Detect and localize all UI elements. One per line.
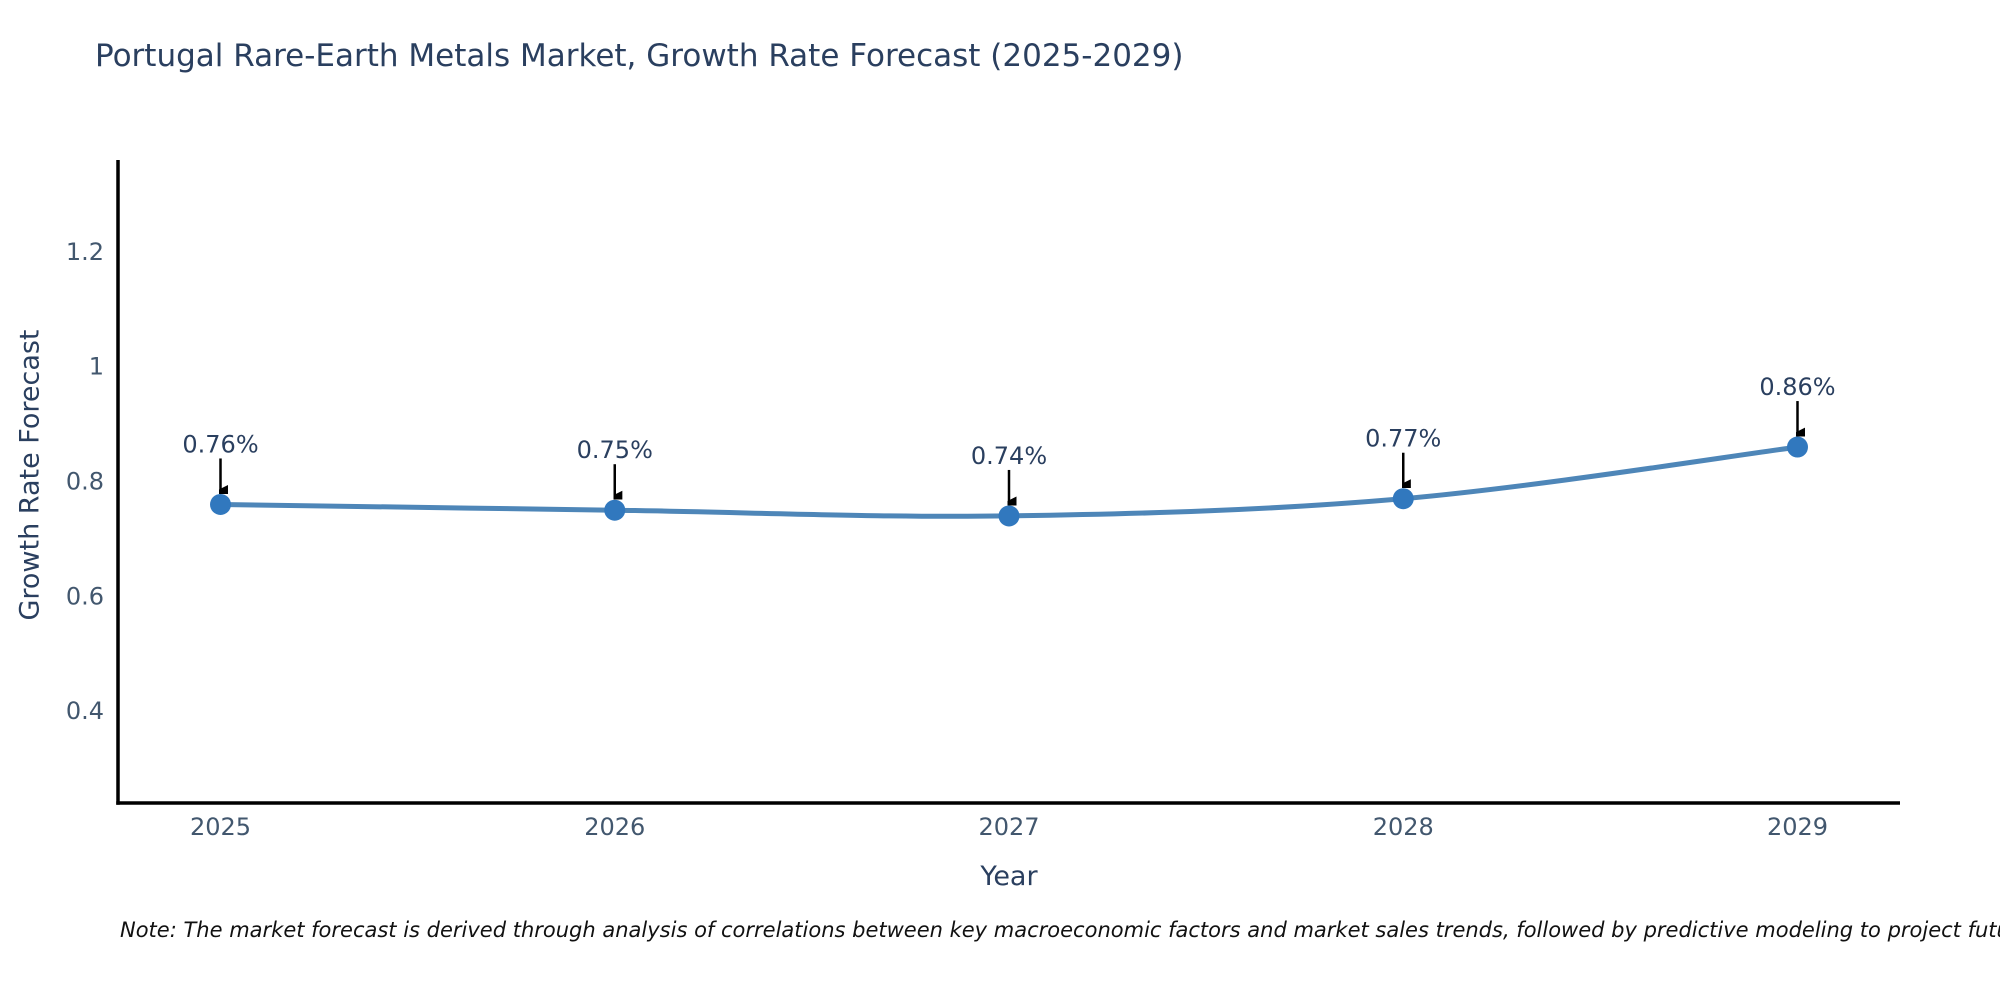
y-axis-tick-label: 1.2 — [66, 238, 104, 266]
point-annotation-label: 0.75% — [577, 436, 653, 464]
point-annotation-label: 0.76% — [182, 430, 258, 458]
y-axis-tick-label: 0.6 — [66, 582, 104, 610]
x-axis-tick-label: 2027 — [978, 813, 1039, 841]
x-axis-title: Year — [980, 861, 1038, 892]
x-axis-tick-label: 2028 — [1373, 813, 1434, 841]
point-annotation-label: 0.74% — [971, 442, 1047, 470]
y-axis-tick-label: 1 — [89, 353, 104, 381]
data-point-marker[interactable] — [1786, 436, 1808, 458]
x-axis-tick-label: 2025 — [190, 813, 251, 841]
data-point-marker[interactable] — [604, 499, 626, 521]
x-axis-tick-label: 2029 — [1767, 813, 1828, 841]
point-annotation-label: 0.77% — [1365, 425, 1441, 453]
y-axis-title: Growth Rate Forecast — [14, 329, 46, 621]
point-annotation-label: 0.86% — [1759, 373, 1835, 401]
footnote: Note: The market forecast is derived thr… — [120, 918, 2000, 942]
x-axis-tick-label: 2026 — [584, 813, 645, 841]
data-point-marker[interactable] — [1392, 488, 1414, 510]
y-axis-tick-label: 0.4 — [66, 697, 104, 725]
chart-title: Portugal Rare-Earth Metals Market, Growt… — [95, 38, 1184, 74]
data-point-marker[interactable] — [998, 505, 1020, 527]
data-point-marker[interactable] — [210, 493, 232, 515]
y-axis-tick-label: 0.8 — [66, 468, 104, 496]
